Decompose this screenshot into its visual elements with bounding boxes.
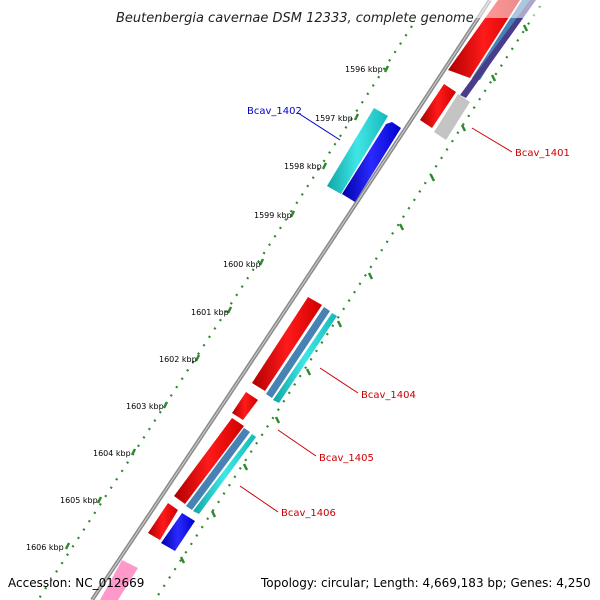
cds-red-top[interactable]	[448, 0, 520, 78]
cds-red-1404[interactable]	[252, 297, 322, 391]
accession-text: Accession: NC_012669	[8, 576, 144, 590]
summary-text: Topology: circular; Length: 4,669,183 bp…	[260, 576, 591, 590]
cds-steel-1406[interactable]	[186, 428, 250, 510]
outer-kbp-ticks	[179, 24, 529, 564]
cds-steel-1404[interactable]	[266, 307, 330, 398]
gene-label-bcav-1401[interactable]: Bcav_1401	[515, 148, 570, 159]
kbp-ticks	[64, 65, 390, 550]
gene-label-bcav-1404[interactable]: Bcav_1404	[361, 390, 416, 401]
outer-tick	[367, 272, 374, 280]
gene-label-bcav-1405[interactable]: Bcav_1405	[319, 453, 374, 464]
cds-blue-lower[interactable]	[161, 513, 195, 551]
tick-1599	[289, 210, 296, 218]
tick-1605	[96, 496, 103, 504]
tick-1604	[130, 448, 137, 456]
cds-red-1405[interactable]	[232, 392, 258, 420]
tick-1602	[194, 354, 201, 362]
map-title: Beutenbergia cavernae DSM 12333, complet…	[116, 11, 474, 26]
tick-1598	[321, 162, 328, 170]
outer-tick	[398, 223, 405, 231]
connector-1405	[277, 429, 317, 457]
cds-red-1401[interactable]	[420, 84, 456, 128]
outer-tick	[242, 463, 249, 471]
inner-tick-track	[37, 25, 413, 600]
cds-cyan-1404[interactable]	[273, 313, 337, 403]
tick-1597	[353, 113, 360, 121]
connector-1406	[239, 485, 279, 513]
connector-1401	[471, 127, 513, 153]
outer-tick	[305, 368, 312, 376]
cds-cyan-1402[interactable]	[327, 108, 388, 194]
tick-1601	[226, 306, 233, 314]
kbp-label-1599: 1599 kbp	[254, 211, 292, 220]
tick-1596	[383, 65, 390, 73]
kbp-label-1602: 1602 kbp	[159, 355, 197, 364]
cds-red-lower[interactable]	[148, 503, 178, 540]
kbp-label-1597: 1597 kbp	[315, 114, 353, 123]
cds-blue-1402[interactable]	[342, 122, 401, 202]
kbp-label-1604: 1604 kbp	[93, 449, 131, 458]
kbp-label-1605: 1605 kbp	[60, 496, 98, 505]
cds-gray-1401[interactable]	[434, 94, 470, 140]
outer-tick	[336, 320, 343, 328]
tick-1606	[64, 542, 71, 550]
cds-navy-top[interactable]	[460, 0, 536, 98]
outer-tick	[429, 174, 436, 182]
kbp-label-1600: 1600 kbp	[223, 260, 261, 269]
outer-tick	[179, 556, 186, 564]
cds-pink-bottom[interactable]	[100, 560, 138, 600]
kbp-label-1603: 1603 kbp	[126, 402, 164, 411]
cds-red-1406[interactable]	[174, 418, 244, 504]
tick-1600	[258, 258, 265, 266]
outer-tick	[210, 510, 217, 518]
outer-tick	[460, 124, 467, 132]
top-fade	[440, 0, 540, 18]
kbp-label-1601: 1601 kbp	[191, 308, 229, 317]
outer-tick	[522, 24, 529, 32]
connector-1402	[297, 112, 341, 141]
gene-label-bcav-1402[interactable]: Bcav_1402	[247, 106, 302, 117]
outer-tick	[274, 416, 281, 424]
kbp-label-1596: 1596 kbp	[345, 65, 383, 74]
kbp-label-1598: 1598 kbp	[284, 162, 322, 171]
genome-backbone-highlight	[91, 0, 491, 600]
cds-cyan-1406[interactable]	[193, 434, 256, 514]
tick-1603	[162, 401, 169, 409]
kbp-label-1606: 1606 kbp	[26, 543, 64, 552]
gene-label-bcav-1406[interactable]: Bcav_1406	[281, 508, 336, 519]
outer-tick	[490, 74, 497, 82]
connector-1404	[319, 367, 359, 394]
